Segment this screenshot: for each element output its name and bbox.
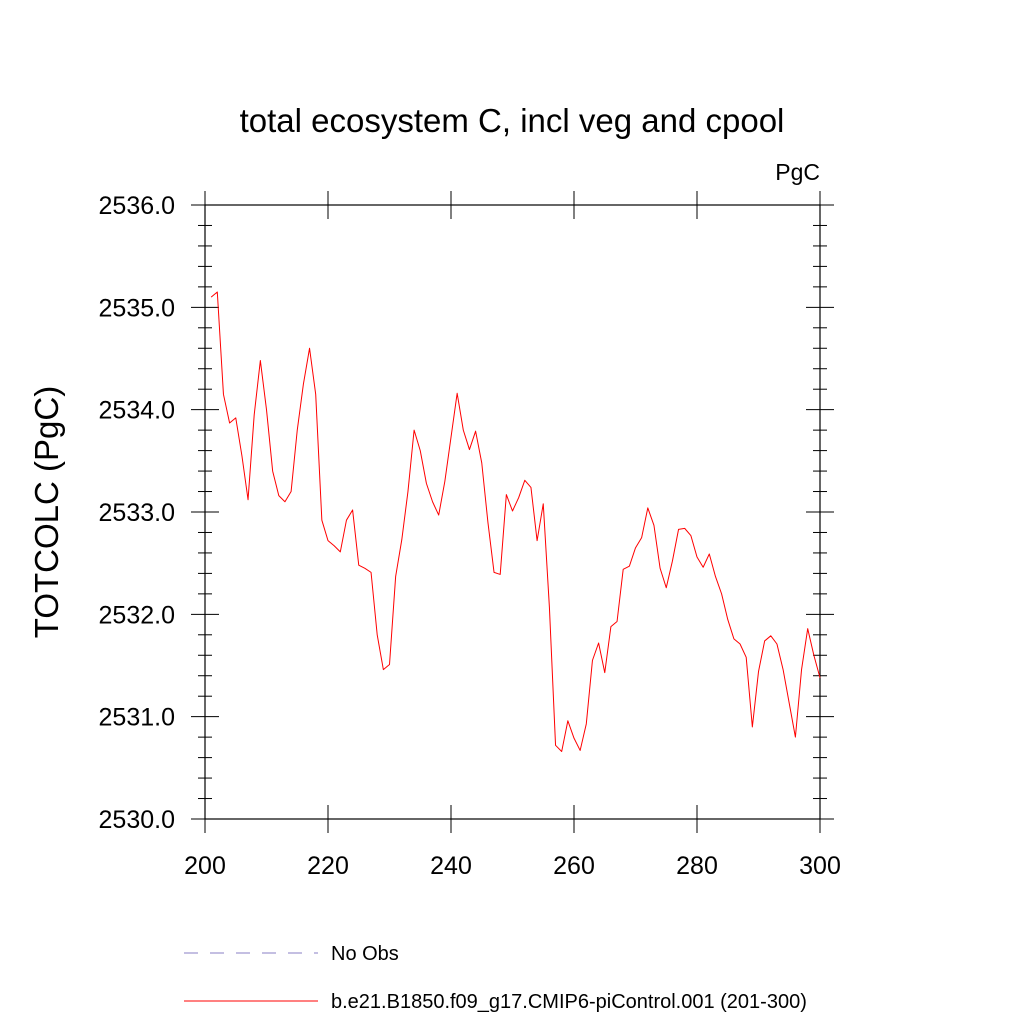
y-tick-labels: 2530.0 2531.0 2532.0 2533.0 2534.0 2535.0 2536… [99, 192, 175, 834]
y-tick-label: 2535.0 [99, 294, 175, 322]
y-tick-label: 2532.0 [99, 601, 175, 629]
axis-ticks [191, 191, 834, 833]
y-axis-label: TOTCOLC (PgC) [28, 386, 65, 638]
units-label: PgC [775, 159, 820, 185]
y-tick-label: 2534.0 [99, 397, 175, 425]
y-tick-label: 2533.0 [99, 499, 175, 527]
x-tick-label: 280 [676, 852, 718, 880]
x-tick-label: 300 [799, 852, 841, 880]
legend-label-model-run: b.e21.B1850.f09_g17.CMIP6-piControl.001 … [331, 991, 807, 1013]
chart-title: total ecosystem C, incl veg and cpool [240, 102, 785, 139]
x-tick-labels: 200 220 240 260 280 300 [184, 852, 841, 880]
y-tick-label: 2531.0 [99, 704, 175, 732]
plot-frame [204, 204, 821, 820]
y-tick-label: 2530.0 [99, 806, 175, 834]
x-tick-label: 260 [553, 852, 595, 880]
legend-label-no-obs: No Obs [331, 943, 399, 965]
legend: No Obs b.e21.B1850.f09_g17.CMIP6-piContr… [184, 943, 807, 1013]
x-tick-label: 200 [184, 852, 226, 880]
series-layer [210, 291, 821, 752]
x-tick-label: 240 [430, 852, 472, 880]
y-tick-label: 2536.0 [99, 192, 175, 220]
series-line-0 [210, 291, 821, 752]
x-tick-label: 220 [307, 852, 349, 880]
